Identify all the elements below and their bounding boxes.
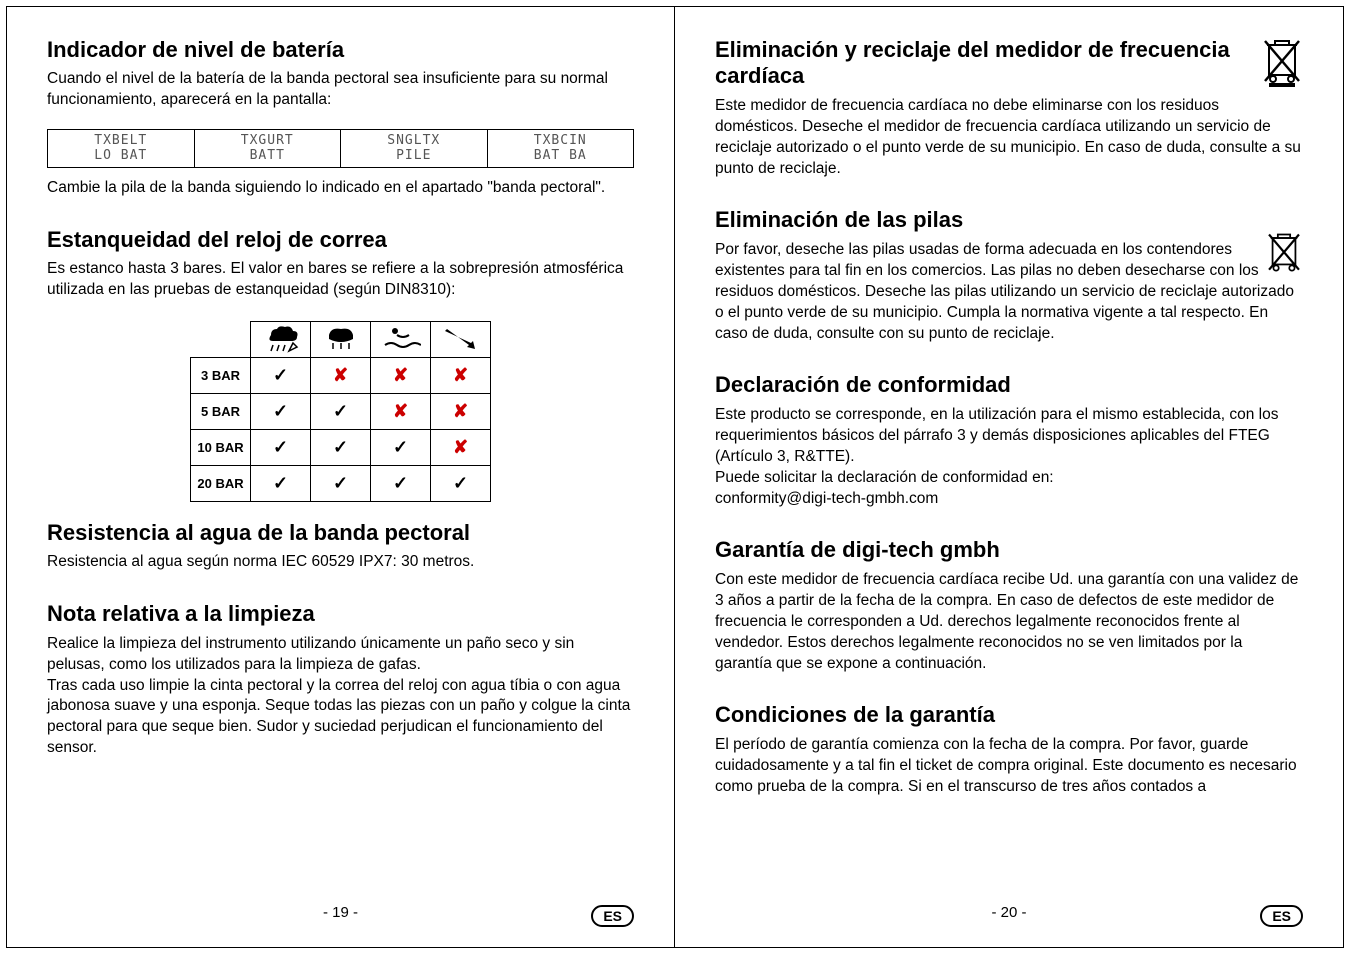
- battery-display-table: TXBELTLO BAT TXGURTBATT SNGLTXPILE TXBCI…: [47, 129, 634, 168]
- p-conformity-1: Este producto se corresponde, en la util…: [715, 405, 1303, 468]
- cross-mark: ✘: [431, 429, 491, 465]
- check-mark: ✓: [371, 429, 431, 465]
- p-water-resistance-strap: Resistencia al agua según norma IEC 6052…: [47, 552, 634, 573]
- batt-cell: SNGLTXPILE: [341, 130, 488, 168]
- heading-cleaning: Nota relativa a la limpieza: [47, 601, 634, 627]
- swim-icon: [381, 325, 421, 353]
- p-disposal-batteries: Por favor, deseche las pilas usadas de f…: [715, 240, 1303, 345]
- batt-cell: TXBCINBAT BA: [487, 130, 634, 168]
- check-mark: ✓: [251, 393, 311, 429]
- row-5bar: 5 BAR: [191, 393, 251, 429]
- p-conformity-2: Puede solicitar la declaración de confor…: [715, 468, 1303, 489]
- check-mark: ✓: [251, 429, 311, 465]
- p-battery-intro: Cuando el nivel de la batería de la band…: [47, 69, 634, 111]
- cross-mark: ✘: [311, 357, 371, 393]
- p-battery-instruction: Cambie la pila de la banda siguiendo lo …: [47, 178, 634, 199]
- language-badge: ES: [1260, 905, 1303, 927]
- cross-mark: ✘: [371, 357, 431, 393]
- check-mark: ✓: [431, 465, 491, 501]
- shower-icon: [321, 325, 361, 353]
- page-number: - 19 -: [323, 904, 358, 921]
- page-footer-right: - 20 - ES: [715, 897, 1303, 927]
- weee-icon: [1261, 37, 1303, 92]
- dot-line1: TXGURT: [197, 134, 339, 148]
- p-conformity-email: conformity@digi-tech-gmbh.com: [715, 489, 1303, 510]
- p-warranty-conditions: El período de garantía comienza con la f…: [715, 735, 1303, 798]
- heading-warranty: Garantía de digi-tech gmbh: [715, 537, 1303, 563]
- dot-line1: TXBELT: [50, 134, 192, 148]
- cross-mark: ✘: [431, 357, 491, 393]
- check-mark: ✓: [251, 465, 311, 501]
- row-20bar: 20 BAR: [191, 465, 251, 501]
- page-spread: Indicador de nivel de batería Cuando el …: [6, 6, 1344, 948]
- blank-cell: [191, 321, 251, 357]
- page-footer-left: - 19 - ES: [47, 897, 634, 927]
- p-disposal-device: Este medidor de frecuencia cardíaca no d…: [715, 96, 1303, 180]
- check-mark: ✓: [251, 357, 311, 393]
- p-cleaning-2: Tras cada uso limpie la cinta pectoral y…: [47, 676, 634, 760]
- batt-cell: TXGURTBATT: [194, 130, 341, 168]
- heading-battery-indicator: Indicador de nivel de batería: [47, 37, 634, 63]
- heading-disposal-batteries: Eliminación de las pilas: [715, 207, 1303, 233]
- heading-warranty-conditions: Condiciones de la garantía: [715, 702, 1303, 728]
- p-cleaning-1: Realice la limpieza del instrumento util…: [47, 634, 634, 676]
- p-water-resistance-watch: Es estanco hasta 3 bares. El valor en ba…: [47, 259, 634, 301]
- icon-swim-cell: [371, 321, 431, 357]
- dot-line2: BAT BA: [490, 149, 632, 163]
- dot-line1: SNGLTX: [343, 134, 485, 148]
- check-mark: ✓: [371, 465, 431, 501]
- water-resistance-table-wrap: 3 BAR✓✘✘✘ 5 BAR✓✓✘✘ 10 BAR✓✓✓✘ 20 BAR✓✓✓…: [47, 321, 634, 502]
- language-badge: ES: [591, 905, 634, 927]
- check-mark: ✓: [311, 393, 371, 429]
- heading-disposal-device: Eliminación y reciclaje del medidor de f…: [715, 37, 1303, 90]
- check-mark: ✓: [311, 465, 371, 501]
- cross-mark: ✘: [431, 393, 491, 429]
- water-resistance-table: 3 BAR✓✘✘✘ 5 BAR✓✓✘✘ 10 BAR✓✓✓✘ 20 BAR✓✓✓…: [190, 321, 491, 502]
- icon-shower-cell: [311, 321, 371, 357]
- rain-icon: [261, 325, 301, 353]
- icon-rain-cell: [251, 321, 311, 357]
- dot-line1: TXBCIN: [490, 134, 632, 148]
- batt-cell: TXBELTLO BAT: [48, 130, 195, 168]
- page-left: Indicador de nivel de batería Cuando el …: [7, 7, 675, 947]
- page-right: Eliminación y reciclaje del medidor de f…: [675, 7, 1343, 947]
- weee-icon-batteries: [1265, 231, 1303, 280]
- row-3bar: 3 BAR: [191, 357, 251, 393]
- icon-dive-cell: [431, 321, 491, 357]
- heading-conformity: Declaración de conformidad: [715, 372, 1303, 398]
- heading-water-resistance-strap: Resistencia al agua de la banda pectoral: [47, 520, 634, 546]
- heading-water-resistance-watch: Estanqueidad del reloj de correa: [47, 227, 634, 253]
- page-number: - 20 -: [991, 904, 1026, 921]
- dot-line2: PILE: [343, 149, 485, 163]
- dot-line2: LO BAT: [50, 149, 192, 163]
- check-mark: ✓: [311, 429, 371, 465]
- cross-mark: ✘: [371, 393, 431, 429]
- dot-line2: BATT: [197, 149, 339, 163]
- row-10bar: 10 BAR: [191, 429, 251, 465]
- p-warranty: Con este medidor de frecuencia cardíaca …: [715, 570, 1303, 675]
- dive-icon: [441, 325, 481, 353]
